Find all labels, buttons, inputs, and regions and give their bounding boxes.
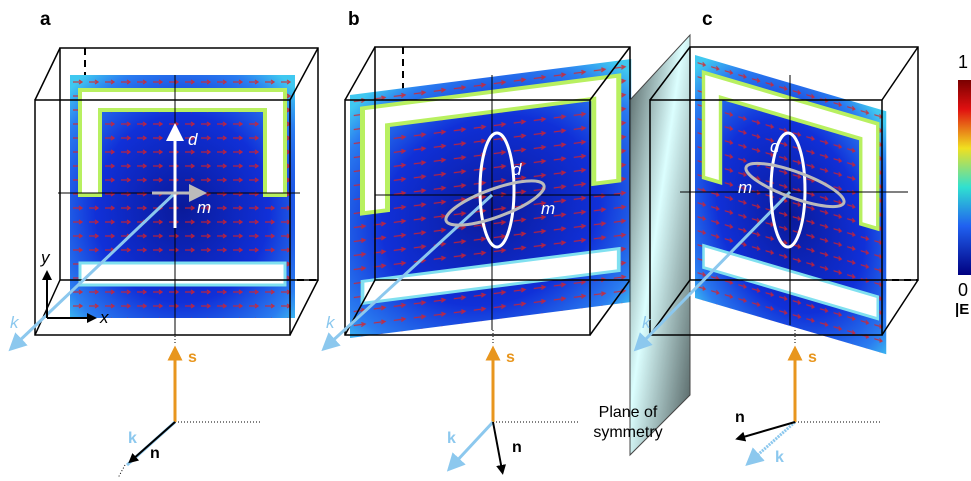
vector-label: s	[188, 349, 197, 366]
plane-label: symmetry	[593, 424, 662, 441]
panel-b: b d m k	[321, 9, 631, 352]
colorbar-min: 0	[958, 280, 968, 300]
axis-label: x	[99, 308, 109, 327]
dipole-label: m	[541, 199, 555, 218]
dipole-label: m	[738, 178, 752, 197]
colorbar: 1 0 |E	[955, 52, 971, 318]
vector-label: n	[735, 409, 745, 426]
vector-label: n	[150, 445, 160, 462]
vector-label: s	[808, 349, 817, 366]
panel-a: a d m y x k	[8, 9, 319, 352]
dipole-label: d	[770, 137, 780, 156]
dipole-label: d	[512, 160, 522, 179]
vectors-c: s k n	[735, 330, 880, 466]
colorbar-label: |E	[955, 301, 969, 318]
axis-label: y	[40, 248, 51, 267]
wavevector-label: k	[642, 313, 652, 332]
vector-label: k	[447, 430, 456, 447]
vector-label: s	[506, 349, 515, 366]
vector-label: k	[128, 430, 137, 447]
wavevector-label: k	[10, 313, 20, 332]
panel-label: c	[702, 9, 713, 30]
vectors-a: s k n	[117, 330, 260, 479]
vector-label: k	[775, 449, 784, 466]
colorbar-max: 1	[958, 52, 968, 72]
dipole-label: d	[188, 130, 198, 149]
colorbar-scale	[958, 80, 971, 275]
symmetry-plane	[629, 33, 691, 457]
panel-label: b	[348, 9, 360, 30]
dipole-label: m	[197, 198, 211, 217]
panel-label: a	[40, 9, 51, 30]
plane-label: Plane of	[599, 404, 658, 421]
vectors-b: s k n	[446, 330, 580, 475]
wavevector-label: k	[326, 313, 336, 332]
vector-label: n	[512, 439, 522, 456]
panel-c: c d m k	[633, 9, 919, 354]
